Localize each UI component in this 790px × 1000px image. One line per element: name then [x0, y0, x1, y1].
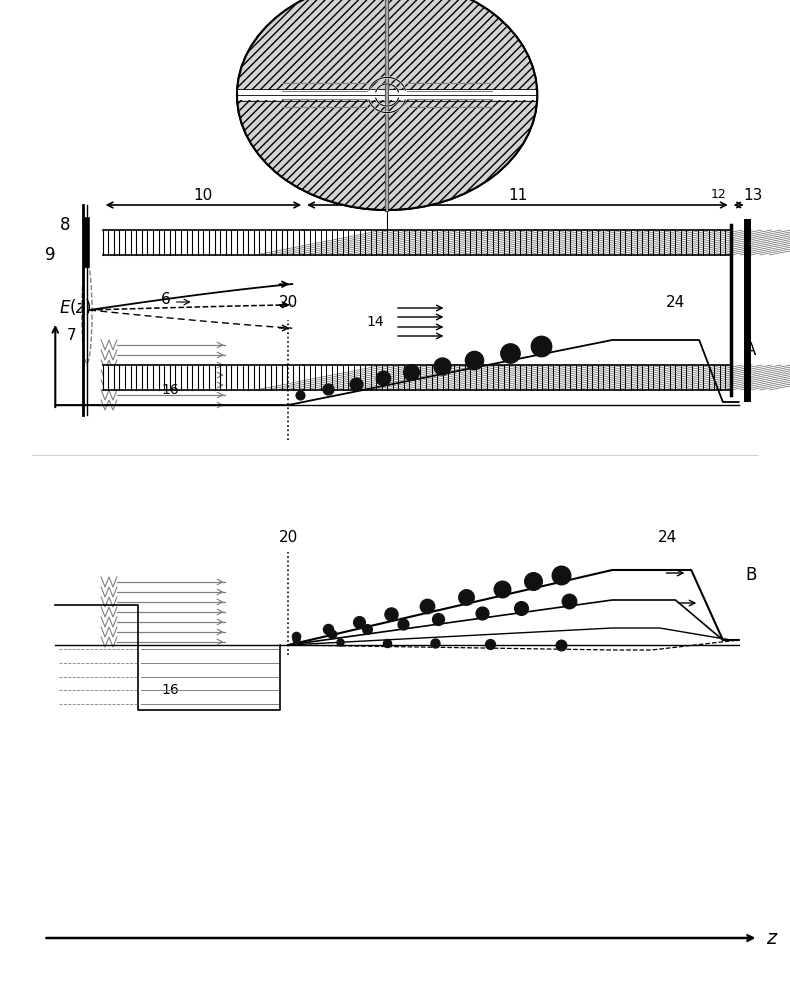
Text: $E(z)$: $E(z)$ [59, 297, 92, 317]
Point [460, 589, 472, 605]
Text: 20: 20 [279, 530, 298, 545]
Text: 24: 24 [666, 295, 685, 310]
Text: 16: 16 [161, 383, 179, 397]
Point [290, 633, 303, 649]
Text: 1: 1 [298, 0, 311, 18]
Point [562, 593, 575, 609]
Point [290, 628, 303, 644]
Point [294, 387, 307, 403]
Point [353, 614, 366, 630]
Point [503, 345, 516, 361]
Bar [304, 365, 731, 390]
Point [428, 635, 441, 651]
Text: 16: 16 [161, 683, 179, 697]
Text: B: B [745, 566, 756, 584]
Point [325, 626, 338, 642]
Bar [103, 230, 304, 255]
Text: A: A [745, 341, 756, 359]
Text: 13: 13 [743, 188, 762, 202]
Point [515, 600, 528, 616]
Point [555, 637, 567, 653]
Point [361, 621, 374, 637]
Text: 8: 8 [60, 216, 71, 234]
Point [468, 352, 480, 368]
Point [333, 634, 346, 650]
Point [527, 573, 540, 589]
Point [436, 358, 449, 374]
Point [495, 581, 508, 597]
Point [322, 381, 334, 397]
Text: 20: 20 [279, 295, 298, 310]
Point [432, 611, 445, 627]
Point [555, 567, 567, 583]
Point [349, 376, 362, 392]
Point [483, 636, 496, 652]
Text: 24: 24 [658, 530, 677, 545]
Point [385, 606, 397, 622]
Point [381, 635, 393, 651]
Text: 14: 14 [367, 315, 384, 329]
Text: 7: 7 [66, 328, 76, 342]
Text: 9: 9 [44, 246, 55, 264]
Bar [103, 365, 304, 390]
Ellipse shape [237, 0, 537, 210]
Text: 10: 10 [194, 188, 213, 202]
Bar [304, 230, 731, 255]
Text: $z$: $z$ [766, 928, 779, 948]
Text: 12: 12 [711, 188, 727, 202]
Text: 4: 4 [463, 172, 476, 191]
Point [377, 370, 389, 386]
Point [420, 598, 433, 614]
Text: 2: 2 [463, 0, 476, 18]
Point [535, 338, 547, 354]
Text: 6: 6 [161, 292, 171, 308]
Point [290, 631, 303, 647]
Point [476, 605, 488, 621]
Text: 11: 11 [508, 188, 527, 202]
Point [322, 621, 334, 637]
Point [404, 364, 417, 380]
Point [397, 616, 409, 632]
Text: 3: 3 [298, 172, 311, 191]
Ellipse shape [237, 0, 537, 210]
Bar [237, 90, 537, 100]
